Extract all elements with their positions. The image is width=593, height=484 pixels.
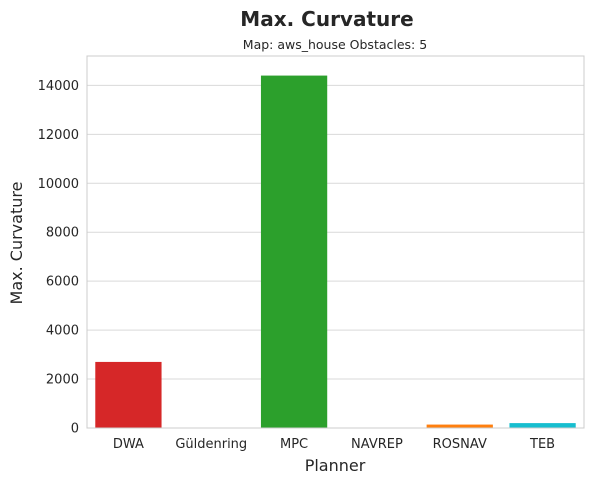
bar-dwa: [95, 361, 162, 428]
x-tick-label: TEB: [529, 437, 555, 452]
x-tick-labels: DWA Güldenring MPC NAVREP ROSNAV TEB: [113, 437, 555, 452]
y-tick-label: 8000: [46, 226, 79, 241]
x-axis-label: Planner: [305, 456, 366, 475]
y-tick-label: 10000: [38, 177, 79, 192]
y-tick-label: 14000: [38, 79, 79, 94]
y-tick-label: 2000: [46, 373, 79, 388]
y-tick-label: 6000: [46, 275, 79, 290]
chart-title: Max. Curvature: [240, 7, 413, 31]
x-tick-label: Güldenring: [175, 437, 247, 452]
x-tick-label: MPC: [280, 437, 308, 452]
x-tick-label: DWA: [113, 437, 144, 452]
bar-teb: [509, 423, 576, 428]
y-axis-label: Max. Curvature: [7, 182, 26, 305]
bar-mpc: [260, 75, 328, 428]
y-tick-label: 0: [71, 422, 79, 437]
y-tick-labels: 0 2000 4000 6000 8000 10000 12000 14000: [38, 79, 79, 437]
chart-subtitle: Map: aws_house Obstacles: 5: [243, 37, 427, 52]
gridlines: [87, 84, 584, 429]
x-tick-label: ROSNAV: [433, 437, 487, 452]
y-tick-label: 4000: [46, 324, 79, 339]
bar-rosnav: [426, 424, 493, 428]
plot-frame: [86, 55, 585, 429]
x-tick-label: NAVREP: [351, 437, 403, 452]
y-tick-label: 12000: [38, 128, 79, 143]
bars: [95, 75, 576, 428]
